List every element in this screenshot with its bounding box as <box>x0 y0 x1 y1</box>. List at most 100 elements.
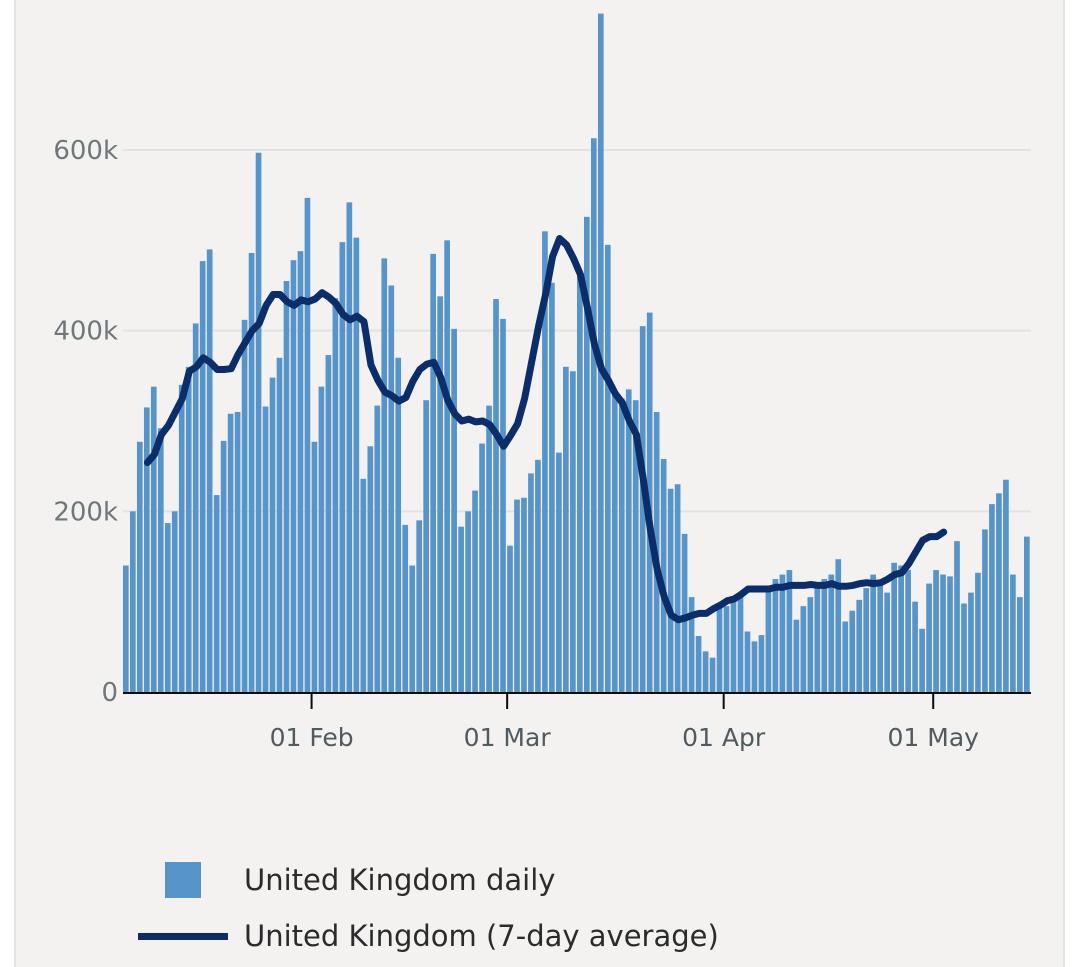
bar <box>975 572 981 692</box>
bar <box>227 413 234 692</box>
bar <box>136 441 143 692</box>
bar <box>493 299 499 692</box>
bar <box>318 386 325 692</box>
x-tick-label: 01 Apr <box>682 723 766 752</box>
bar <box>688 597 695 692</box>
bar <box>709 657 716 692</box>
bar <box>758 635 765 692</box>
bar <box>206 249 213 692</box>
bar <box>374 405 381 692</box>
bar <box>171 511 178 692</box>
bar <box>989 504 995 692</box>
y-axis: 0 200k 400k 600k <box>53 136 118 708</box>
legend-swatch-line <box>138 932 228 940</box>
bar <box>996 493 1002 692</box>
bar <box>1010 574 1016 692</box>
bar <box>549 282 555 692</box>
bar <box>444 240 450 692</box>
y-tick-label: 0 <box>101 678 118 708</box>
bar <box>667 488 674 692</box>
bar <box>814 583 821 692</box>
bar <box>604 244 611 692</box>
bar <box>926 583 932 692</box>
bar <box>346 202 353 692</box>
bar <box>563 366 569 692</box>
y-tick-label: 200k <box>53 497 118 527</box>
bar <box>241 319 248 692</box>
bar <box>618 398 625 692</box>
bar <box>1024 536 1030 692</box>
bar <box>437 296 443 692</box>
bar <box>639 326 646 692</box>
bar <box>954 541 960 692</box>
bar <box>395 357 402 692</box>
bar <box>276 357 283 692</box>
bar <box>611 395 618 692</box>
bar <box>150 386 157 692</box>
bar <box>961 603 967 692</box>
bar <box>143 407 150 692</box>
y-tick-label: 600k <box>53 136 118 166</box>
bar <box>835 559 842 692</box>
bar <box>360 478 367 692</box>
bar <box>681 533 688 692</box>
x-axis-ticks: 01 Feb 01 Mar 01 Apr 01 May <box>270 693 979 752</box>
bar <box>898 565 904 692</box>
bar <box>863 588 870 692</box>
bar <box>521 497 527 692</box>
bar <box>283 280 290 692</box>
bar <box>968 592 974 692</box>
bar <box>856 599 863 692</box>
bar <box>297 251 304 693</box>
bar <box>716 604 723 692</box>
bar <box>388 285 395 692</box>
bar <box>772 579 779 692</box>
bar <box>262 406 269 692</box>
bar <box>423 400 430 692</box>
bar <box>632 400 639 692</box>
x-tick-label: 01 Feb <box>270 723 354 752</box>
bar <box>458 526 464 692</box>
bar <box>821 579 828 692</box>
bar <box>933 570 939 692</box>
bar <box>234 411 241 692</box>
bar <box>577 274 583 692</box>
bar <box>744 631 751 692</box>
bar <box>807 597 814 692</box>
bar <box>486 405 492 692</box>
x-tick-label: 01 Mar <box>464 723 552 752</box>
bar <box>332 298 339 692</box>
bar <box>528 473 534 692</box>
legend: United Kingdom daily United Kingdom (7-d… <box>130 852 719 964</box>
x-tick-label: 01 May <box>887 723 979 752</box>
bar <box>213 495 220 692</box>
bar <box>339 242 346 692</box>
bar <box>597 13 604 693</box>
bar <box>702 651 709 692</box>
bar <box>220 440 227 692</box>
bar <box>877 583 884 692</box>
bar <box>381 258 388 692</box>
bar <box>674 484 681 692</box>
bar <box>590 138 597 692</box>
bar <box>535 459 541 692</box>
legend-item-average: United Kingdom (7-day average) <box>130 908 719 964</box>
bar <box>982 529 988 692</box>
bar <box>430 253 436 692</box>
bar <box>779 574 786 692</box>
bar <box>164 523 171 692</box>
bar <box>402 524 409 692</box>
bar <box>625 389 632 692</box>
y-tick-label: 400k <box>53 317 118 347</box>
legend-label-daily: United Kingdom daily <box>244 863 556 897</box>
bar <box>290 260 297 692</box>
bar <box>311 441 318 692</box>
bar <box>514 499 520 692</box>
bar <box>786 570 793 692</box>
bar <box>751 641 758 692</box>
panel-edge-right <box>1063 0 1065 967</box>
bar <box>583 216 590 692</box>
bar <box>947 576 953 692</box>
bar <box>849 610 856 692</box>
bar <box>248 252 255 693</box>
